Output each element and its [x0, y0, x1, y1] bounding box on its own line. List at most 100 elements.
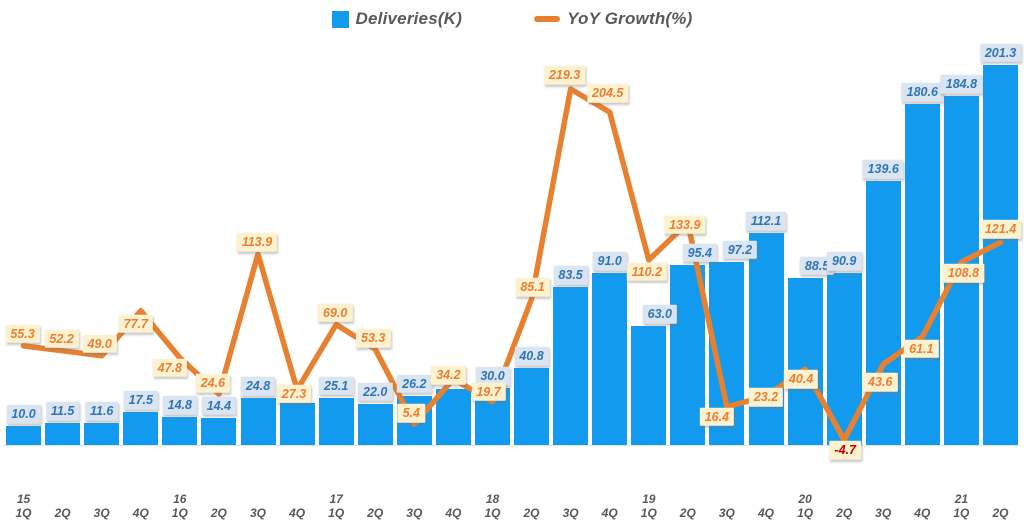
deliveries-bar-2-3Q [84, 423, 120, 445]
x-axis-quarter-label-19: 4Q [757, 506, 775, 520]
yoy-value-label-0: 55.3 [5, 324, 40, 344]
deliveries-value-label-23: 180.6 [901, 82, 943, 102]
deliveries-value-label-1: 11.5 [45, 402, 80, 421]
yoy-value-label-13: 85.1 [515, 277, 550, 297]
yoy-value-label-17: 133.9 [664, 215, 706, 235]
deliveries-bar-8-1Q [318, 397, 354, 445]
yoy-value-label-25: 121.4 [979, 220, 1022, 239]
x-axis-quarter-label-23: 4Q [914, 506, 931, 520]
x-axis-quarter-label-6: 3Q [249, 506, 267, 520]
deliveries-bar-20-1Q [787, 277, 823, 445]
x-axis-quarter-label-14: 3Q [562, 506, 579, 520]
yoy-value-label-1: 52.2 [44, 329, 79, 349]
deliveries-bar-4-1Q [162, 417, 198, 445]
x-axis-quarter-label-17: 2Q [679, 506, 696, 520]
deliveries-value-label-10: 26.2 [397, 374, 432, 393]
deliveries-value-label-0: 10.0 [6, 404, 41, 424]
yoy-value-label-12: 19.7 [471, 382, 506, 401]
x-axis-baseline [3, 445, 1020, 446]
deliveries-value-label-5: 14.4 [201, 396, 237, 416]
yoy-value-label-22: 43.6 [863, 373, 898, 392]
x-axis-quarter-label-11: 4Q [445, 506, 462, 520]
yoy-line-swatch-icon [534, 16, 561, 22]
x-axis-quarter-label-16: 1Q [640, 506, 657, 520]
x-axis-quarter-label-4: 1Q [171, 506, 188, 520]
deliveries-value-label-14: 83.5 [553, 266, 588, 285]
deliveries-bar-15-4Q [592, 273, 628, 445]
yoy-value-label-2: 49.0 [82, 334, 117, 354]
deliveries-bar-5-2Q [201, 417, 237, 445]
yoy-value-label-24: 108.8 [942, 263, 985, 283]
deliveries-value-label-6: 24.8 [240, 376, 276, 396]
deliveries-value-label-8: 25.1 [319, 376, 354, 395]
deliveries-bar-3-4Q [123, 412, 159, 445]
x-axis-year-label-17: 17 [329, 492, 343, 506]
deliveries-bar-23-4Q [904, 104, 940, 445]
deliveries-value-label-21: 90.9 [827, 252, 862, 271]
x-axis-quarter-label-20: 1Q [797, 506, 814, 520]
deliveries-bar-7-4Q [279, 403, 315, 445]
yoy-value-label-8: 69.0 [318, 303, 353, 322]
deliveries-value-label-3: 17.5 [123, 390, 158, 410]
yoy-value-label-20: 40.4 [783, 370, 819, 389]
yoy-value-label-9: 53.3 [356, 328, 391, 348]
x-axis-year-label-15: 15 [16, 492, 31, 506]
deliveries-bar-21-2Q [826, 273, 862, 445]
legend-label-deliveries: Deliveries(K) [355, 9, 463, 28]
deliveries-value-label-15: 91.0 [592, 251, 627, 271]
deliveries-value-label-24: 184.8 [940, 74, 983, 94]
legend-label-yoy-growth: YoY Growth(%) [567, 9, 693, 28]
deliveries-bar-11-4Q [435, 388, 471, 445]
x-axis-quarter-label-8: 1Q [328, 506, 345, 520]
x-axis-quarter-label-1: 2Q [54, 506, 71, 520]
x-axis-quarter-label-0: 1Q [15, 506, 32, 520]
yoy-value-label-14: 219.3 [543, 65, 586, 85]
x-axis-quarter-label-13: 2Q [523, 506, 540, 520]
x-axis-year-label-21: 21 [954, 492, 969, 506]
x-axis-quarter-label-24: 1Q [953, 506, 970, 520]
deliveries-bar-25-2Q [983, 64, 1018, 445]
deliveries-value-label-9: 22.0 [358, 382, 393, 401]
x-axis-quarter-label-2: 3Q [93, 506, 110, 520]
x-axis-quarter-label-25: 2Q [992, 506, 1009, 520]
yoy-value-label-5: 24.6 [195, 373, 231, 393]
deliveries-value-label-22: 139.6 [862, 160, 904, 179]
deliveries-value-label-25: 201.3 [979, 43, 1022, 63]
yoy-value-label-15: 204.5 [587, 83, 629, 103]
x-axis-quarter-label-18: 3Q [718, 506, 735, 520]
x-axis-quarter-label-7: 4Q [289, 506, 306, 520]
deliveries-swatch-icon [331, 10, 349, 28]
deliveries-value-label-4: 14.8 [162, 395, 197, 415]
x-axis-year-label-19: 19 [642, 492, 656, 506]
deliveries-bar-9-2Q [357, 403, 393, 445]
deliveries-value-label-2: 11.6 [84, 401, 119, 421]
yoy-value-label-19: 23.2 [748, 387, 784, 407]
x-axis-quarter-label-10: 3Q [406, 506, 423, 520]
deliveries-bar-1-2Q [45, 423, 81, 445]
yoy-value-label-3: 77.7 [118, 314, 153, 334]
deliveries-value-label-17: 95.4 [682, 243, 717, 263]
deliveries-bar-14-3Q [553, 287, 589, 445]
yoy-value-label-21: -4.7 [829, 440, 861, 460]
yoy-value-label-7: 27.3 [276, 384, 312, 404]
x-axis-year-label-18: 18 [485, 492, 500, 506]
yoy-value-label-6: 113.9 [236, 232, 278, 252]
deliveries-value-label-18: 97.2 [722, 240, 758, 259]
legend: Deliveries(K) YoY Growth(%) [0, 9, 1024, 29]
deliveries-bar-22-3Q [865, 181, 901, 445]
yoy-value-label-23: 61.1 [904, 339, 939, 359]
yoy-value-label-11: 34.2 [431, 365, 466, 385]
yoy-value-label-16: 110.2 [626, 262, 667, 282]
deliveries-bar-19-4Q [748, 233, 784, 445]
deliveries-bar-16-1Q [631, 326, 667, 445]
x-axis-quarter-label-5: 2Q [210, 506, 227, 520]
legend-item-yoy-growth: YoY Growth(%) [534, 9, 692, 29]
yoy-value-label-10: 5.4 [397, 403, 425, 423]
deliveries-bar-0-1Q [6, 426, 41, 445]
x-axis-quarter-label-22: 3Q [875, 506, 892, 520]
deliveries-value-label-16: 63.0 [642, 304, 677, 324]
deliveries-bar-13-2Q [514, 368, 549, 445]
x-axis-quarter-label-3: 4Q [132, 506, 149, 520]
yoy-value-label-18: 16.4 [699, 407, 735, 427]
